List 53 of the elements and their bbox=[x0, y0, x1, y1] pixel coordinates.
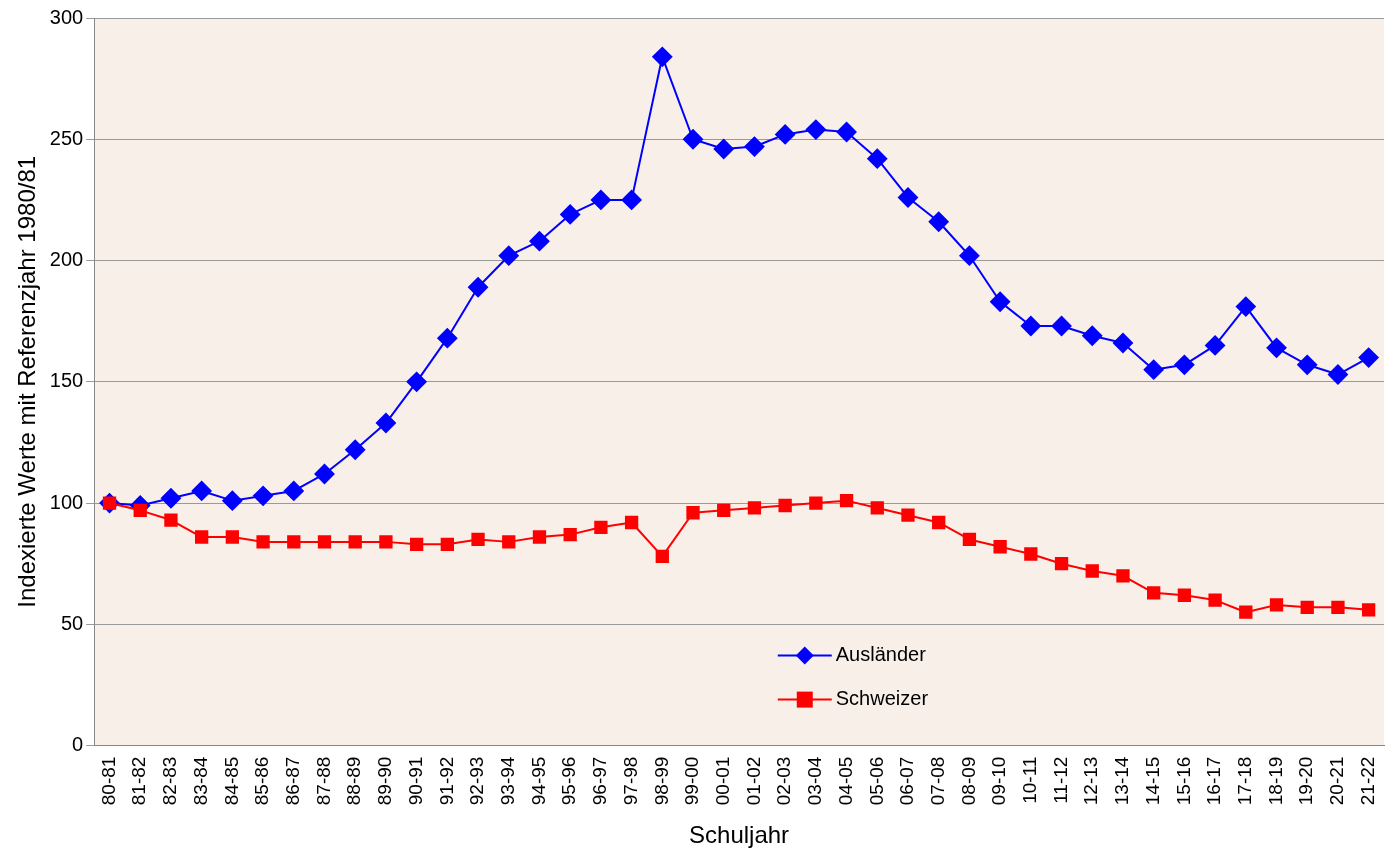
x-tick-label: 88-89 bbox=[343, 756, 365, 806]
x-tick-label: 08-09 bbox=[957, 756, 979, 806]
x-tick-label: 98-99 bbox=[650, 756, 672, 806]
x-tick-label: 91-92 bbox=[435, 756, 457, 806]
x-tick-label: 90-91 bbox=[404, 756, 426, 806]
y-tick-label: 250 bbox=[49, 126, 84, 149]
x-tick-label: 15-16 bbox=[1172, 756, 1194, 806]
x-axis-title: Schuljahr bbox=[689, 821, 790, 849]
x-tick-label: 17-18 bbox=[1234, 756, 1256, 806]
x-tick-label: 02-03 bbox=[773, 756, 795, 806]
x-tick-label: 05-06 bbox=[865, 756, 887, 806]
y-tick-label: 200 bbox=[49, 248, 84, 271]
x-tick-label: 13-14 bbox=[1111, 756, 1133, 806]
x-tick-label: 97-98 bbox=[619, 756, 641, 806]
y-axis-title: Indexierte Werte mit Referenzjahr 1980/81 bbox=[13, 155, 41, 608]
x-tick-label: 10-11 bbox=[1019, 756, 1041, 804]
x-tick-label: 99-00 bbox=[681, 756, 703, 806]
y-tick-label: 0 bbox=[72, 733, 84, 756]
x-tick-label: 06-07 bbox=[896, 756, 918, 806]
y-tick-label: 50 bbox=[60, 611, 84, 634]
x-tick-label: 94-95 bbox=[527, 756, 549, 806]
x-tick-label: 01-02 bbox=[742, 756, 764, 806]
x-tick-label: 84-85 bbox=[220, 756, 242, 806]
x-tick-label: 11-12 bbox=[1049, 756, 1071, 804]
x-tick-label: 19-20 bbox=[1295, 756, 1317, 806]
x-tick-label: 93-94 bbox=[496, 756, 518, 806]
x-tick-label: 21-22 bbox=[1356, 756, 1378, 806]
y-tick-label: 150 bbox=[49, 369, 84, 392]
x-tick-label: 95-96 bbox=[558, 756, 580, 806]
x-tick-label: 00-01 bbox=[711, 756, 733, 806]
x-tick-label: 86-87 bbox=[282, 756, 304, 806]
y-tick-label: 100 bbox=[49, 490, 84, 513]
x-tick-label: 82-83 bbox=[159, 756, 181, 806]
x-tick-label: 83-84 bbox=[189, 756, 211, 806]
x-tick-label: 20-21 bbox=[1326, 756, 1348, 806]
x-tick-label: 89-90 bbox=[374, 756, 396, 806]
x-tick-label: 92-93 bbox=[466, 756, 488, 806]
x-tick-label: 14-15 bbox=[1141, 756, 1163, 806]
x-tick-label: 09-10 bbox=[988, 756, 1010, 806]
x-tick-label: 80-81 bbox=[97, 756, 119, 806]
x-tick-label: 04-05 bbox=[834, 756, 856, 806]
legend-label: Schweizer bbox=[835, 687, 929, 710]
x-tick-label: 16-17 bbox=[1203, 756, 1225, 806]
x-tick-label: 96-97 bbox=[589, 756, 611, 806]
x-tick-label: 87-88 bbox=[312, 756, 334, 806]
x-tick-label: 18-19 bbox=[1264, 756, 1286, 806]
y-tick-label: 300 bbox=[49, 5, 84, 28]
x-tick-label: 07-08 bbox=[926, 756, 948, 806]
x-tick-label: 03-04 bbox=[804, 756, 826, 806]
x-tick-label: 85-86 bbox=[251, 756, 273, 806]
x-tick-label: 81-82 bbox=[128, 756, 150, 806]
x-tick-label: 12-13 bbox=[1080, 756, 1102, 806]
legend-label: Ausländer bbox=[835, 643, 927, 666]
